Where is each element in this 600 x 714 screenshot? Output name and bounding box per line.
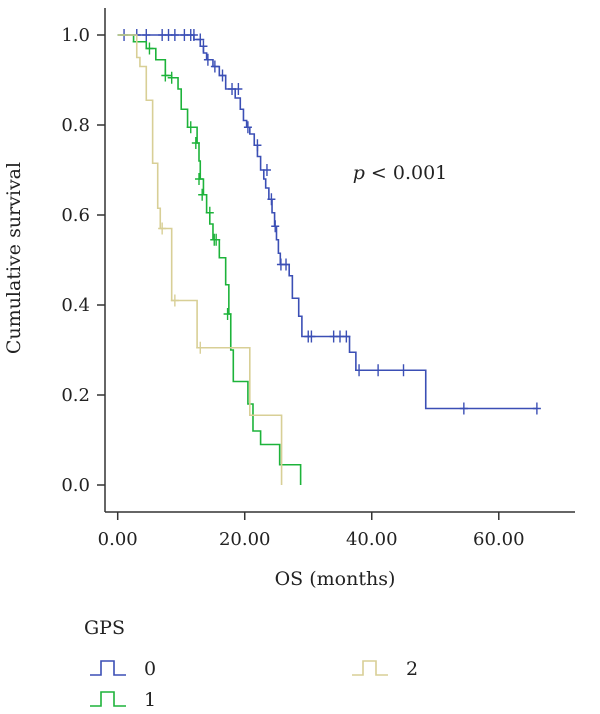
x-tick-label: 40.00: [346, 529, 398, 550]
x-tick-label: 60.00: [473, 529, 525, 550]
censor-mark-gps-0: [189, 29, 198, 41]
censor-mark-gps-0: [203, 53, 212, 66]
y-axis-ticks: 0.0 0.2 0.4 0.6 0.8 1.0: [61, 25, 105, 496]
x-tick-label: 0.00: [98, 529, 138, 550]
y-tick-label: 0.6: [61, 205, 90, 226]
axes: [104, 8, 575, 513]
censor-mark-gps-0: [282, 258, 291, 271]
censor-mark-gps-0: [253, 139, 262, 152]
legend-swatch-gps-0: [90, 660, 126, 676]
censor-mark-gps-2: [158, 222, 167, 235]
series-line-gps-1: [117, 34, 302, 485]
y-tick-label: 0.2: [61, 385, 90, 406]
censor-mark-gps-0: [262, 164, 271, 176]
p-value-text: < 0.001: [365, 162, 447, 184]
legend: GPS 0 1 2: [84, 617, 418, 711]
y-axis-label: Cumulative survival: [3, 162, 25, 354]
censor-mark-gps-1: [223, 308, 232, 320]
censor-mark-gps-0: [243, 121, 252, 134]
censor-mark-gps-2: [196, 341, 205, 354]
legend-items: 0 1 2: [90, 658, 418, 711]
censor-mark-gps-2: [170, 294, 179, 307]
legend-swatch-gps-2: [352, 660, 388, 676]
censor-mark-gps-0: [170, 29, 179, 41]
legend-swatch-gps-1: [90, 691, 126, 707]
censor-mark-gps-0: [210, 60, 219, 73]
censor-mark-gps-0: [267, 193, 276, 206]
x-axis-label: OS (months): [275, 568, 396, 590]
series-line-gps-2: [117, 34, 283, 485]
survival-curves: [117, 29, 541, 485]
censor-mark-gps-0: [399, 364, 408, 377]
x-axis-ticks: 0.00 20.00 40.00 60.00: [98, 512, 525, 550]
y-tick-label: 0.4: [61, 295, 90, 316]
censor-mark-gps-0: [355, 364, 364, 377]
censor-mark-gps-0: [271, 220, 280, 233]
censor-mark-gps-1: [191, 137, 200, 149]
x-tick-label: 20.00: [219, 529, 271, 550]
censor-mark-gps-0: [532, 402, 541, 415]
censor-mark-gps-0: [196, 33, 205, 46]
legend-label-gps-1: 1: [144, 689, 156, 711]
y-tick-label: 0.0: [61, 475, 90, 496]
censor-mark-gps-1: [205, 206, 214, 219]
y-tick-label: 1.0: [61, 25, 90, 46]
censor-mark-gps-1: [212, 233, 221, 246]
censor-mark-gps-0: [307, 330, 316, 343]
legend-label-gps-0: 0: [144, 658, 156, 680]
censor-mark-gps-1: [195, 173, 203, 185]
censor-mark-gps-0: [234, 83, 243, 95]
censor-mark-gps-0: [459, 402, 468, 415]
censor-mark-gps-1: [198, 188, 207, 201]
censor-mark-gps-1: [161, 69, 170, 82]
censor-mark-gps-1: [145, 42, 154, 55]
censor-mark-gps-1: [167, 71, 176, 84]
censor-mark-gps-0: [374, 364, 383, 377]
legend-label-gps-2: 2: [406, 658, 418, 680]
censor-mark-gps-0: [342, 330, 351, 343]
censor-mark-gps-0: [199, 40, 208, 53]
p-value-annotation: p < 0.001: [353, 162, 448, 184]
censor-mark-gps-0: [218, 69, 227, 82]
legend-title: GPS: [84, 617, 125, 639]
p-value-symbol: p: [353, 162, 365, 184]
censor-mark-gps-0: [142, 29, 151, 41]
censor-mark-gps-1: [186, 121, 195, 134]
y-tick-label: 0.8: [61, 115, 90, 136]
